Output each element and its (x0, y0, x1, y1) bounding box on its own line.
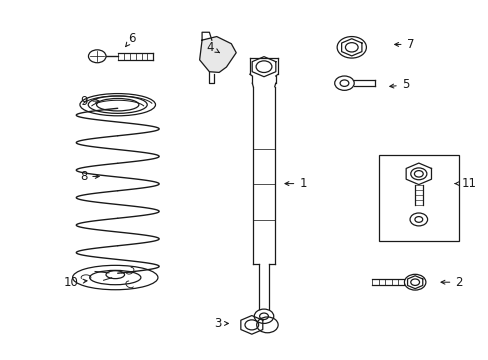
Text: 4: 4 (206, 41, 219, 54)
Text: 7: 7 (394, 38, 413, 51)
Text: 2: 2 (440, 276, 462, 289)
Text: 9: 9 (80, 95, 99, 108)
Text: 8: 8 (80, 170, 99, 183)
Text: 6: 6 (125, 32, 136, 46)
Text: 3: 3 (214, 317, 228, 330)
Text: 1: 1 (285, 177, 306, 190)
Text: 11: 11 (454, 177, 475, 190)
Polygon shape (199, 37, 236, 72)
Bar (378, 155, 458, 241)
Text: 5: 5 (389, 78, 408, 91)
Text: 10: 10 (64, 276, 87, 289)
